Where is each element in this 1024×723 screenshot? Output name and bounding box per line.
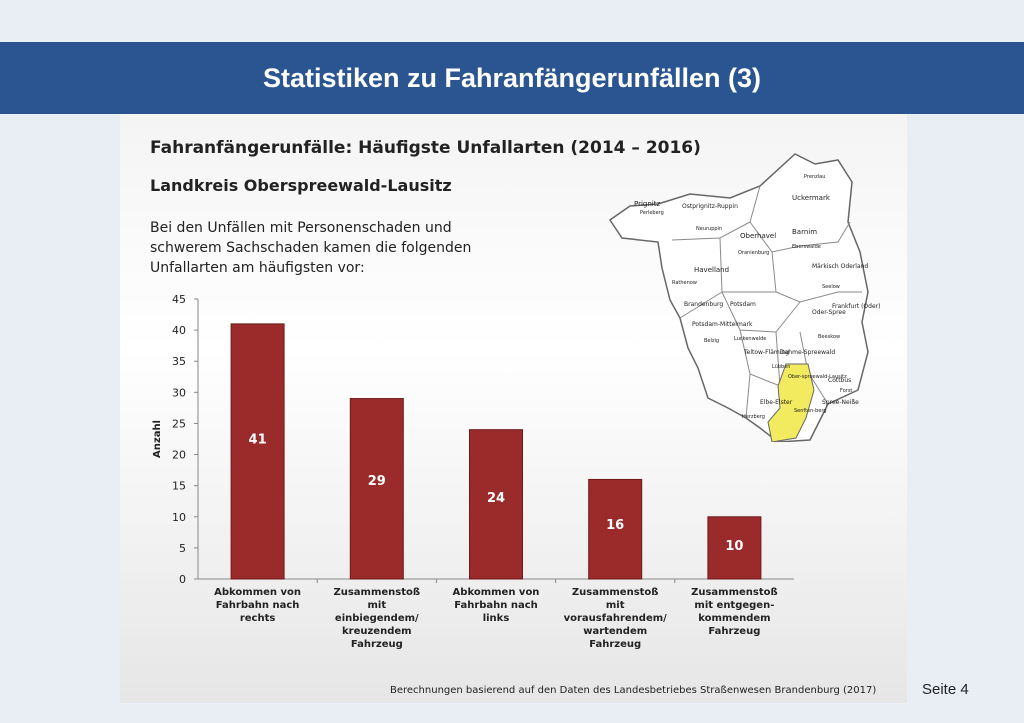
y-tick-label: 30 — [172, 386, 186, 399]
y-tick-label: 25 — [172, 417, 186, 430]
bar-chart: 0 5 10 15 20 25 30 35 40 45 Anzahl 41 Abkommen von Fa… — [152, 293, 794, 650]
y-tick-label: 5 — [179, 542, 186, 555]
bar-data-label: 16 — [606, 518, 624, 533]
y-tick-label: 40 — [172, 324, 186, 337]
brandenburg-map: Prignitz Perleberg Ostprignitz-Ruppin Ne… — [608, 153, 880, 442]
map-label: Ostprignitz-Ruppin — [682, 203, 738, 210]
map-label: Märkisch Oderland — [812, 263, 868, 270]
map-label: Elbe-Elster — [760, 399, 793, 406]
map-label: Uckermark — [792, 194, 831, 202]
map-label: Dahme-Spreewald — [780, 349, 835, 356]
map-label: Forst — [840, 388, 852, 394]
map-label: Oberhavel — [740, 232, 776, 240]
map-label: Prenzlau — [804, 174, 825, 180]
map-label: Seelow — [822, 284, 840, 290]
y-tick-label: 35 — [172, 355, 186, 368]
map-label: Teltow-Fläming — [743, 349, 789, 356]
highlighted-region — [767, 363, 815, 442]
y-tick-label: 45 — [172, 293, 186, 306]
map-label: Havelland — [694, 266, 729, 274]
slide-title: Statistiken zu Fahranfängerunfällen (3) — [262, 62, 762, 93]
map-label: Prignitz — [634, 200, 660, 208]
map-label: Eberswalde — [792, 244, 821, 250]
map-label: Belzig — [704, 338, 719, 344]
map-label: Oder-Spree — [812, 309, 846, 316]
bar-data-label: 10 — [725, 539, 743, 554]
bar — [230, 323, 285, 580]
map-label: Cottbus — [828, 377, 851, 384]
map-label: Barnim — [792, 228, 817, 236]
map-label: Neuruppin — [696, 226, 722, 232]
map-label: Oranienburg — [738, 250, 769, 256]
bar-data-label: 29 — [368, 474, 386, 489]
bar — [469, 429, 523, 580]
bar-data-label: 24 — [487, 491, 505, 506]
map-label: Frankfurt (Oder) — [832, 303, 880, 310]
x-tick-label: Abkommen von Fahrbahn nach rechts — [214, 587, 301, 624]
y-tick-label: 15 — [172, 480, 186, 493]
bar — [588, 478, 643, 580]
map-label: Senften-berg — [794, 408, 827, 414]
source-note: Berechnungen basierend auf den Daten des… — [390, 685, 877, 696]
intro-text: Bei den Unfällen mit Personenschaden und… — [150, 220, 472, 276]
map-label: Beeskow — [818, 334, 840, 340]
x-tick-label: Zusammenstoß mit entgegen-kommendem Fahrze… — [691, 587, 778, 637]
slide-header: Statistiken zu Fahranfängerunfällen (3) — [0, 42, 1024, 114]
map-label: Perleberg — [640, 210, 664, 216]
bar — [707, 516, 762, 580]
map-label: Potsdam — [730, 301, 756, 308]
map-label: Brandenburg — [684, 301, 723, 308]
bar-data-label: 41 — [249, 433, 267, 448]
content-panel: Fahranfängerunfälle: Häufigste Unfallart… — [120, 114, 907, 703]
x-tick-label: Zusammenstoß mit vorausfahrendem/wartendem… — [564, 587, 668, 650]
y-tick-label: 0 — [179, 573, 186, 586]
map-label: Spree-Neiße — [822, 399, 859, 406]
map-label: Potsdam-Mittelmark — [692, 321, 753, 328]
map-label: Ober-spreewald-Lausitz — [788, 374, 847, 380]
chart-subheading: Landkreis Oberspreewald-Lausitz — [150, 176, 452, 195]
map-label: Rathenow — [672, 280, 697, 286]
y-tick-label: 10 — [172, 511, 186, 524]
y-axis-title: Anzahl — [152, 420, 163, 458]
y-tick-label: 20 — [172, 449, 186, 462]
x-tick-label: Abkommen von Fahrbahn nach links — [453, 587, 540, 624]
chart-heading: Fahranfängerunfälle: Häufigste Unfallart… — [150, 138, 701, 158]
page-number: Seite 4 — [922, 681, 969, 698]
map-label: Lübben — [772, 364, 790, 370]
map-label: Herzberg — [742, 414, 765, 420]
bar — [349, 398, 404, 580]
x-tick-label: Zusammenstoß mit einbiegendem/kreuzendem Fa… — [333, 587, 420, 650]
map-label: Luckenwalde — [734, 336, 766, 342]
